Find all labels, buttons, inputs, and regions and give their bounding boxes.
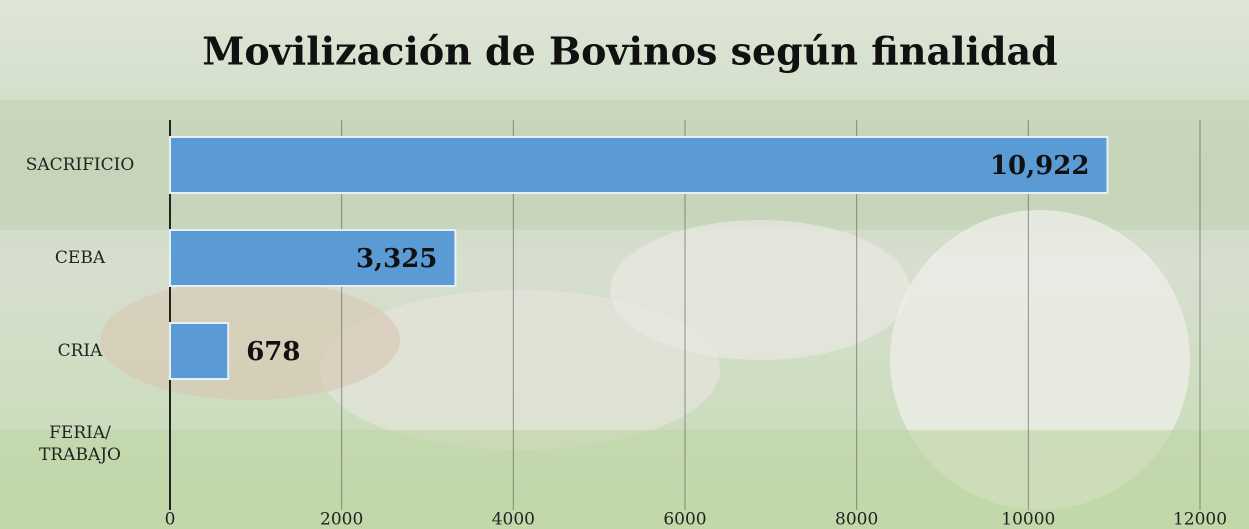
y-tick-label: CRIA (57, 341, 103, 361)
y-tick-label: CEBA (54, 248, 106, 268)
bar (169, 322, 230, 380)
value-label: 678 (246, 337, 300, 367)
y-tick-label: FERIA/ TRABAJO (39, 423, 121, 465)
value-label: 3,325 (356, 244, 437, 274)
x-tick-label: 2000 (320, 510, 363, 529)
bar (169, 229, 457, 287)
value-label: 10,922 (990, 151, 1090, 181)
x-tick-label: 6000 (663, 510, 706, 529)
y-tick-label: SACRIFICIO (25, 155, 135, 175)
x-tick-label: 10000 (1001, 510, 1055, 529)
bar (169, 136, 1109, 194)
chart-title: Movilización de Bovinos según finalidad (202, 29, 1057, 74)
x-tick-label: 0 (165, 510, 176, 529)
x-tick-label: 4000 (492, 510, 535, 529)
x-tick-label: 12000 (1173, 510, 1227, 529)
x-tick-label: 8000 (835, 510, 878, 529)
